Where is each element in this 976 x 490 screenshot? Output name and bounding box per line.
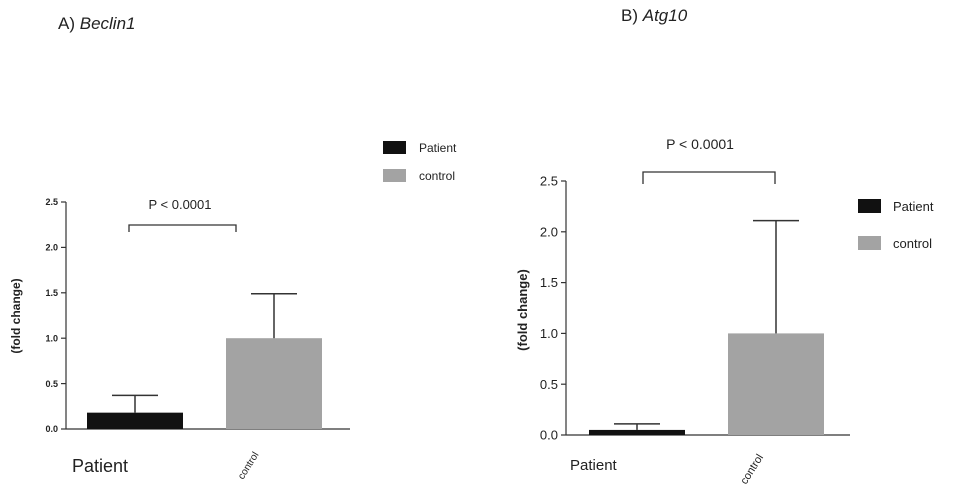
x-category-label: control <box>738 452 766 486</box>
y-tick-label: 1.5 <box>540 275 558 290</box>
y-tick-label: 0.5 <box>540 377 558 392</box>
bar-control <box>226 338 322 429</box>
panel-b-prefix: B) <box>621 6 638 25</box>
significance-bracket <box>128 224 237 232</box>
y-tick-label: 1.5 <box>45 288 58 298</box>
legend-swatch-control <box>858 236 881 250</box>
y-tick-label: 2.0 <box>45 243 58 253</box>
y-tick-label: 0.0 <box>540 428 558 443</box>
legend-label-patient: Patient <box>893 199 934 214</box>
y-axis-label: (fold change) <box>515 269 530 351</box>
panel-a-prefix: A) <box>58 14 75 33</box>
legend-swatch-patient <box>858 199 881 213</box>
x-category-label: Patient <box>72 456 128 476</box>
legend-label-control: control <box>419 169 455 183</box>
x-category-label: Patient <box>570 457 618 474</box>
y-tick-label: 0.5 <box>45 379 58 389</box>
y-tick-label: 0.0 <box>45 424 58 434</box>
p-value-annotation: P < 0.0001 <box>666 136 734 152</box>
y-tick-label: 2.5 <box>540 174 558 189</box>
legend-swatch-patient <box>383 141 406 154</box>
y-tick-label: 1.0 <box>540 326 558 341</box>
legend-label-control: control <box>893 236 932 251</box>
p-value-annotation: P < 0.0001 <box>148 197 211 212</box>
panel-b-gene: Atg10 <box>642 6 688 25</box>
y-tick-label: 2.0 <box>540 224 558 239</box>
y-axis-label: (fold change) <box>9 278 23 353</box>
panel-a-gene: Beclin1 <box>79 14 136 33</box>
y-tick-label: 2.5 <box>45 197 58 207</box>
panel-a-title: A) Beclin1 <box>58 14 136 34</box>
legend-swatch-control <box>383 169 406 182</box>
significance-bracket <box>642 171 776 184</box>
legend-label-patient: Patient <box>419 141 457 155</box>
bar-control <box>728 333 824 435</box>
bar-patient <box>87 412 183 429</box>
bar-patient <box>589 429 685 435</box>
panel-b-title: B) Atg10 <box>621 6 687 26</box>
y-tick-label: 1.0 <box>45 333 58 343</box>
